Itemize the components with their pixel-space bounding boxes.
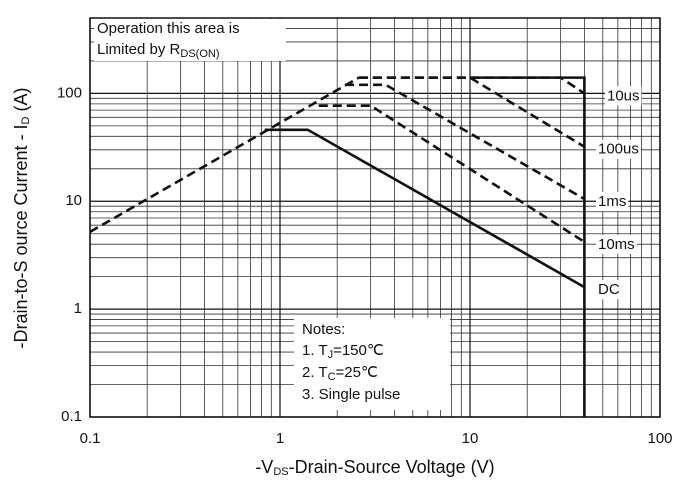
series-line bbox=[318, 104, 586, 244]
series-label-bg bbox=[596, 234, 637, 254]
series-line bbox=[89, 76, 360, 234]
series-label-bg bbox=[596, 139, 641, 159]
annotation-line: Operation this area is bbox=[97, 20, 240, 37]
labels: 0.1 1 10 100 0.1 1 10 100 10us 100us 1ms 10ms DC bbox=[57, 84, 673, 447]
series-line bbox=[345, 83, 586, 201]
y-axis-label: -Drain-to-S ource Current - ID (A) bbox=[11, 87, 32, 348]
x-tick-label: 1 bbox=[276, 430, 284, 447]
notes-title: Notes: bbox=[302, 321, 345, 338]
x-tick-label: 100 bbox=[647, 430, 672, 447]
plot-frame bbox=[89, 17, 661, 418]
x-axis-label: -VDS-Drain-Source Voltage (V) bbox=[255, 457, 494, 478]
series-line bbox=[358, 76, 586, 95]
series-line bbox=[358, 76, 586, 148]
series-label: 10ms bbox=[598, 236, 635, 253]
annotation-box bbox=[94, 19, 286, 61]
y-tick-label: 1 bbox=[74, 300, 82, 317]
annotation-line: Limited by RDS(ON) bbox=[97, 41, 219, 60]
series-label: 1ms bbox=[598, 193, 626, 210]
series-label: 100us bbox=[598, 141, 639, 158]
series-line bbox=[470, 76, 586, 417]
note: 2. TC=25℃ bbox=[302, 364, 378, 383]
series-label: 10us bbox=[607, 87, 640, 104]
notes-box bbox=[294, 318, 450, 410]
series-label-bg bbox=[596, 191, 629, 211]
series-label-bg bbox=[596, 280, 622, 300]
lines bbox=[89, 76, 586, 417]
series-line bbox=[264, 128, 586, 289]
note: 1. TJ=150℃ bbox=[302, 342, 384, 361]
series-label-bg bbox=[605, 86, 642, 106]
y-tick-label: 10 bbox=[65, 192, 82, 209]
x-tick-label: 0.1 bbox=[80, 430, 101, 447]
x-tick-label: 10 bbox=[462, 430, 479, 447]
series-label: DC bbox=[598, 281, 620, 298]
y-tick-label: 100 bbox=[57, 84, 82, 101]
note: 3. Single pulse bbox=[302, 386, 400, 403]
y-tick-label: 0.1 bbox=[61, 408, 82, 425]
